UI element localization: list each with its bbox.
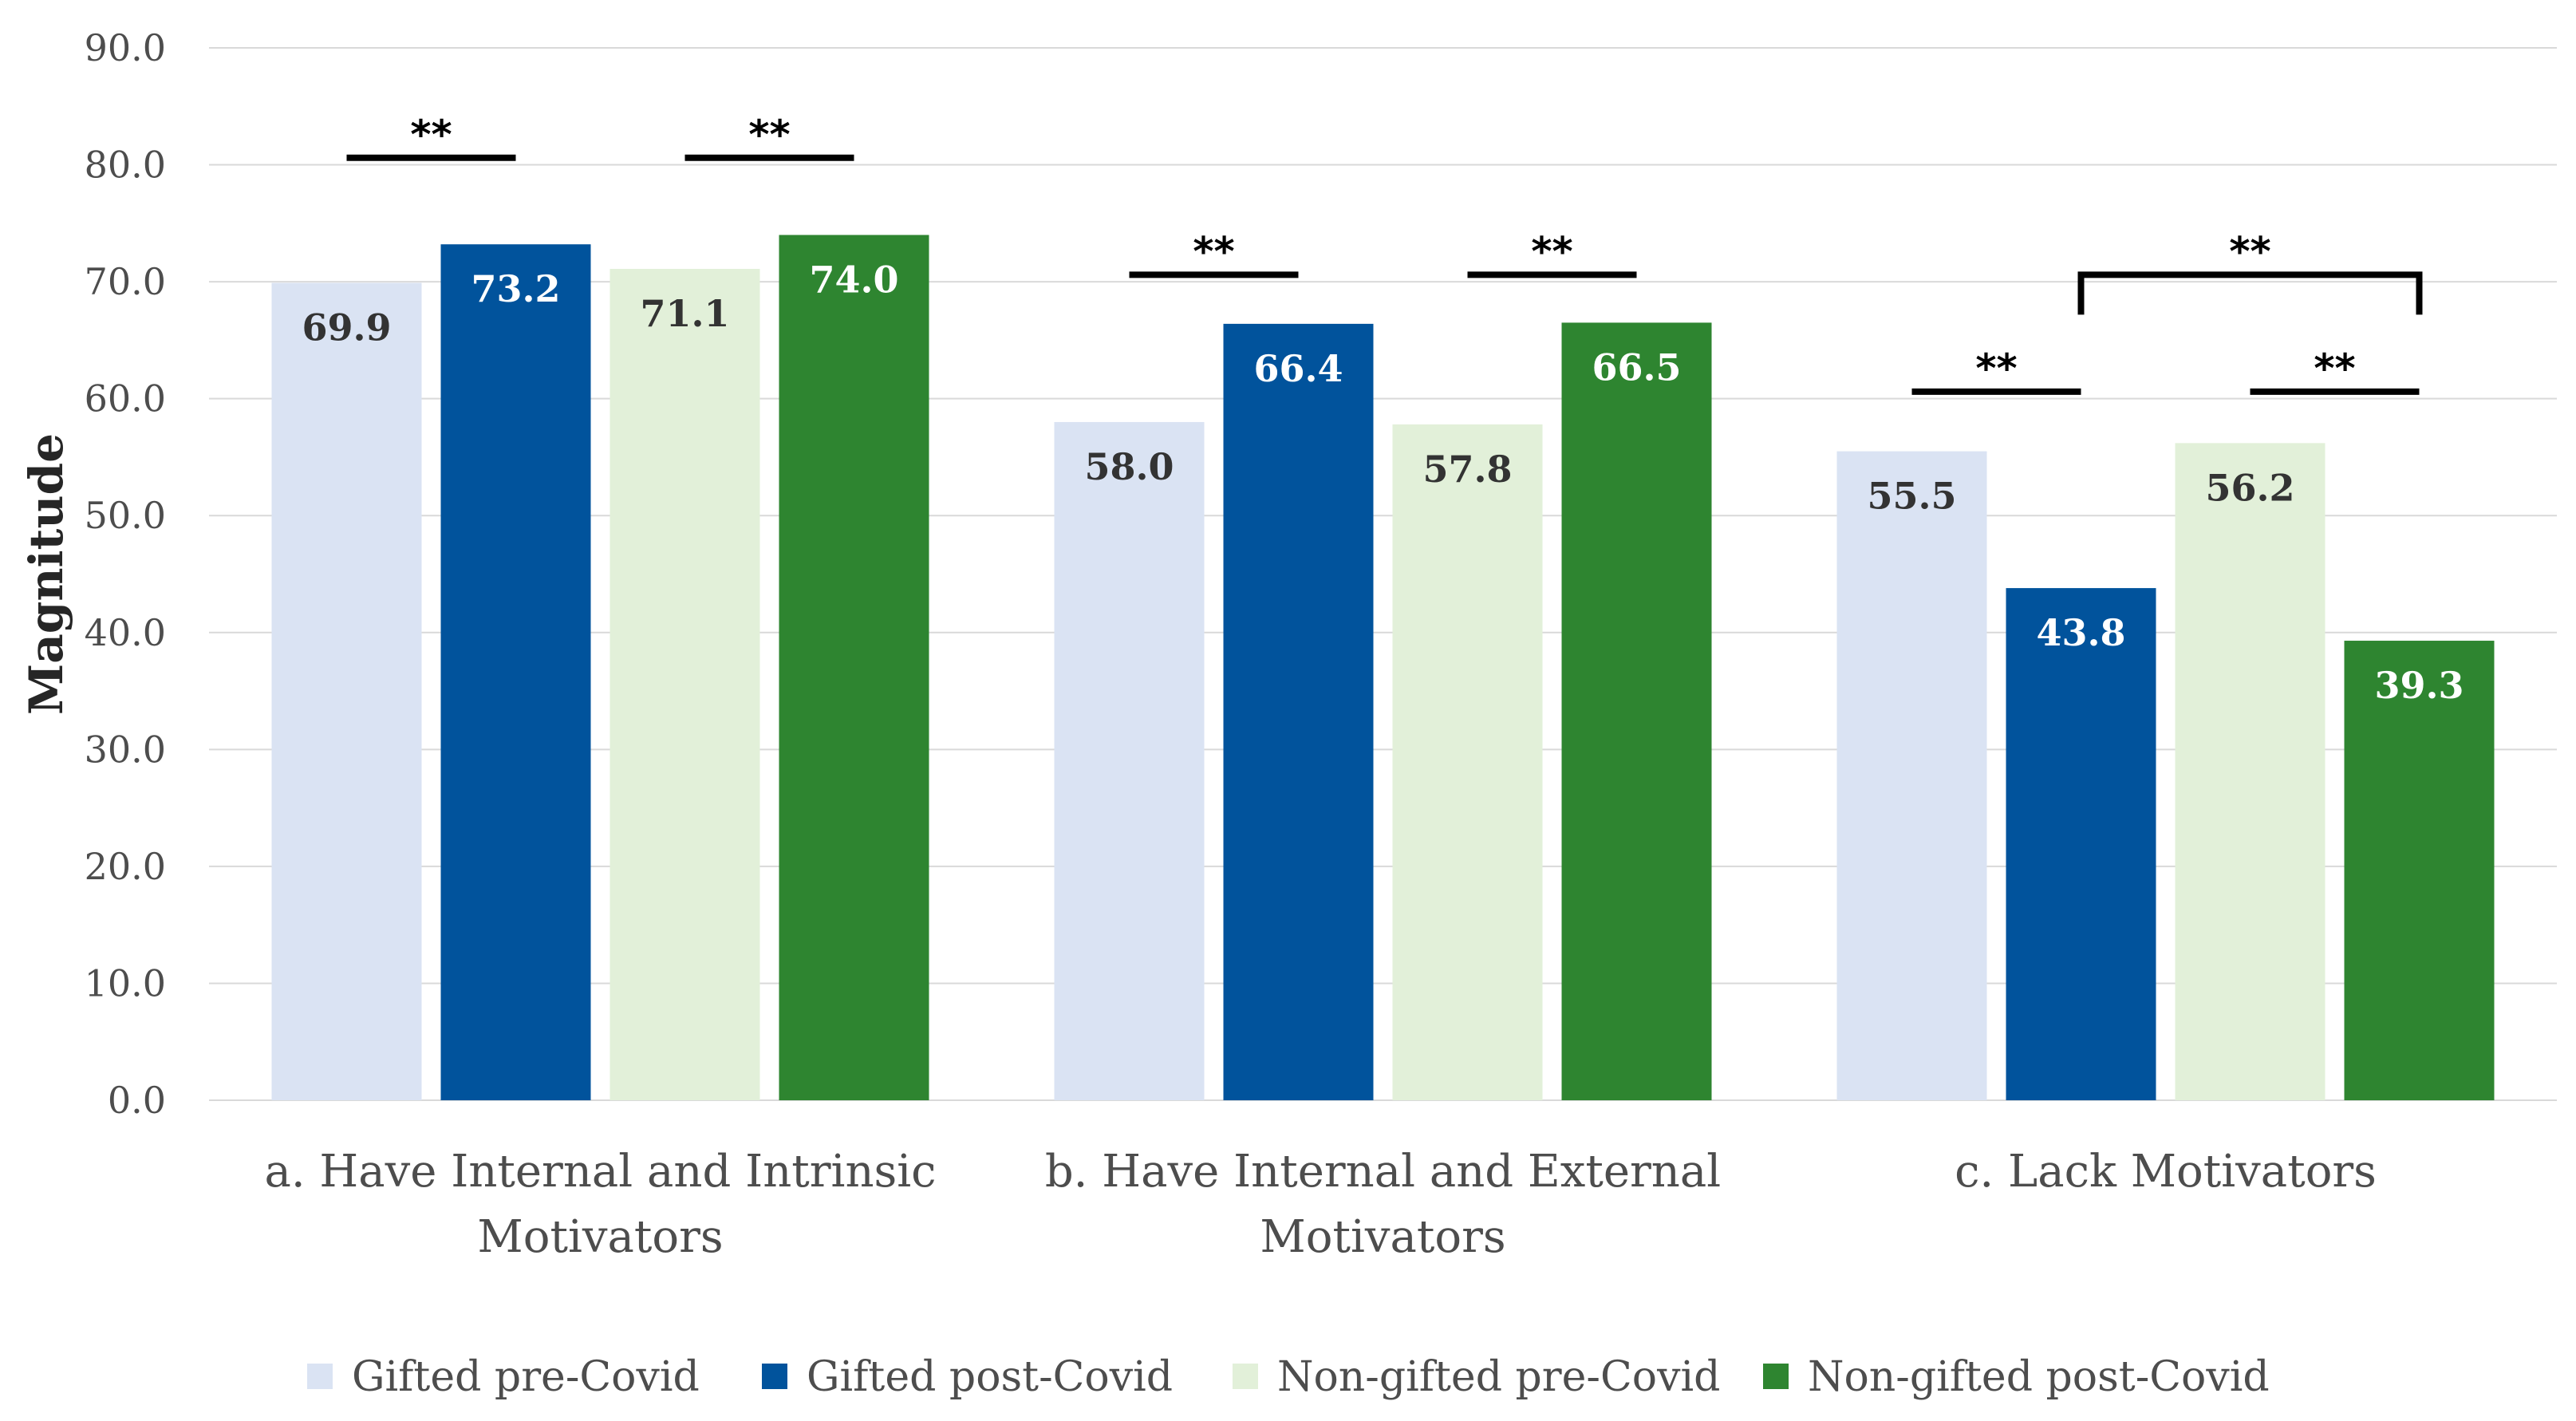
bar (1836, 451, 1987, 1100)
y-tick-label: 60.0 (85, 377, 166, 420)
significance-label: ** (1531, 228, 1572, 274)
gridlines (209, 47, 2557, 1101)
bar (2006, 588, 2156, 1100)
bar (779, 235, 929, 1100)
bar (1392, 424, 1543, 1100)
bar-value-label: 43.8 (2036, 611, 2125, 654)
significance-label: ** (1975, 345, 2017, 392)
x-category-label: Motivators (477, 1211, 723, 1263)
y-tick-label: 30.0 (85, 728, 166, 771)
y-tick-label: 0.0 (108, 1079, 166, 1122)
y-tick-label: 90.0 (85, 26, 166, 69)
bar-value-label: 69.9 (302, 306, 391, 349)
y-tick-label: 50.0 (85, 494, 166, 537)
legend-swatch (1233, 1364, 1258, 1389)
x-category-label: a. Have Internal and Intrinsic (264, 1146, 936, 1198)
legend-label: Non-gifted post-Covid (1808, 1353, 2270, 1401)
bar (609, 268, 760, 1100)
x-category-label: b. Have Internal and External (1045, 1146, 1721, 1198)
y-tick-label: 10.0 (85, 961, 166, 1005)
bar-value-labels: 69.9 58.0 55.5 73.2 66.4 43.8 71.1 57.8 56.2 74.0… (302, 258, 2464, 707)
bar (2344, 641, 2495, 1100)
bar (1561, 322, 1712, 1101)
bar-value-label: 66.4 (1253, 347, 1343, 390)
y-tick-label: 80.0 (85, 144, 166, 187)
x-category-label: c. Lack Motivators (1955, 1146, 2377, 1198)
legend-swatch (307, 1364, 333, 1389)
bar (440, 244, 591, 1100)
bar-value-label: 58.0 (1084, 445, 1174, 488)
bar-value-label: 57.8 (1422, 448, 1512, 491)
legend-label: Gifted pre-Covid (352, 1353, 700, 1401)
bar-value-label: 74.0 (809, 258, 898, 301)
legend-swatch (1763, 1364, 1789, 1389)
significance-label: ** (410, 112, 452, 158)
bar-value-label: 71.1 (640, 292, 729, 335)
y-tick-label: 40.0 (85, 611, 166, 654)
bar (2175, 443, 2326, 1100)
bar (271, 282, 422, 1100)
significance-label: ** (2314, 345, 2355, 392)
significance-bracket (2077, 271, 2423, 315)
bar-value-label: 56.2 (2205, 466, 2294, 509)
bars (271, 235, 2495, 1101)
significance-label: ** (748, 112, 790, 158)
legend: Gifted pre-Covid Gifted post-Covid Non-gif… (307, 1353, 2270, 1401)
bar (1054, 421, 1205, 1100)
legend-label: Gifted post-Covid (807, 1353, 1173, 1401)
bar-value-label: 39.3 (2374, 664, 2464, 707)
x-axis-categories: a. Have Internal and Intrinsic Motivators… (264, 1146, 2376, 1263)
bar-value-label: 73.2 (471, 267, 560, 310)
bar-value-label: 66.5 (1592, 345, 1681, 389)
bar-value-label: 55.5 (1867, 475, 1956, 518)
y-tick-label: 20.0 (85, 845, 166, 888)
bar (1223, 323, 1374, 1101)
legend-swatch (762, 1364, 787, 1389)
y-axis-label: Magnitude (19, 433, 73, 715)
legend-label: Non-gifted pre-Covid (1277, 1353, 1720, 1401)
significance-label: ** (2229, 228, 2270, 274)
significance-label: ** (1193, 228, 1234, 274)
y-tick-label: 70.0 (85, 260, 166, 303)
significance-markers: ** ** ** ** ** ** ** (346, 112, 2423, 395)
x-category-label: Motivators (1260, 1211, 1505, 1263)
y-axis-ticks: 0.0 10.0 20.0 30.0 40.0 50.0 60.0 70.0 80.0 90.0 (85, 26, 166, 1122)
